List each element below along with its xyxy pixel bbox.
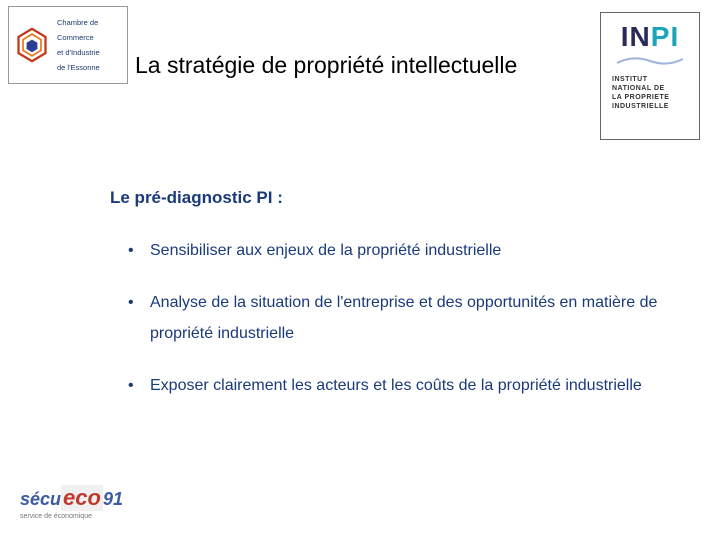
- footer-secu: sécu: [20, 489, 61, 510]
- inpi-subtitle: INSTITUT NATIONAL DE LA PROPRIETE INDUST…: [612, 75, 688, 111]
- bullet-item: Analyse de la situation de l'entreprise …: [128, 288, 670, 349]
- inpi-sub-3: INDUSTRIELLE: [612, 102, 688, 111]
- footer-sub: service de économique: [20, 513, 110, 520]
- cci-logo-text: Chambre de Commerce et d'Industrie de l'…: [55, 7, 100, 83]
- slide-title: La stratégie de propriété intellectuelle: [135, 52, 517, 79]
- footer-logo-main: sécueco91: [20, 485, 110, 511]
- inpi-sub-1: NATIONAL DE: [612, 84, 688, 93]
- footer-n91: 91: [103, 489, 123, 510]
- cci-line-0: Chambre de: [57, 17, 100, 29]
- inpi-logo-text: INPI: [621, 21, 679, 53]
- cci-line-3: de l'Essonne: [57, 62, 100, 74]
- inpi-in: IN: [621, 21, 651, 53]
- slide-content: Le pré-diagnostic PI : Sensibiliser aux …: [110, 188, 670, 424]
- cci-logo: Chambre de Commerce et d'Industrie de l'…: [8, 6, 128, 84]
- inpi-sub-0: INSTITUT: [612, 75, 688, 84]
- cci-line-2: et d'Industrie: [57, 47, 100, 59]
- inpi-pi: PI: [651, 21, 679, 53]
- bullet-list: Sensibiliser aux enjeux de la propriété …: [110, 236, 670, 402]
- footer-logo: sécueco91 service de économique: [20, 485, 110, 530]
- inpi-sub-2: LA PROPRIETE: [612, 93, 688, 102]
- inpi-wave-icon: [615, 55, 685, 67]
- bullet-item: Sensibiliser aux enjeux de la propriété …: [128, 236, 670, 266]
- slide-subtitle: Le pré-diagnostic PI :: [110, 188, 670, 208]
- cci-line-1: Commerce: [57, 32, 100, 44]
- footer-eco: eco: [61, 485, 103, 511]
- inpi-logo: INPI INSTITUT NATIONAL DE LA PROPRIETE I…: [600, 12, 700, 140]
- cci-hexagon-icon: [9, 7, 55, 83]
- bullet-item: Exposer clairement les acteurs et les co…: [128, 371, 670, 401]
